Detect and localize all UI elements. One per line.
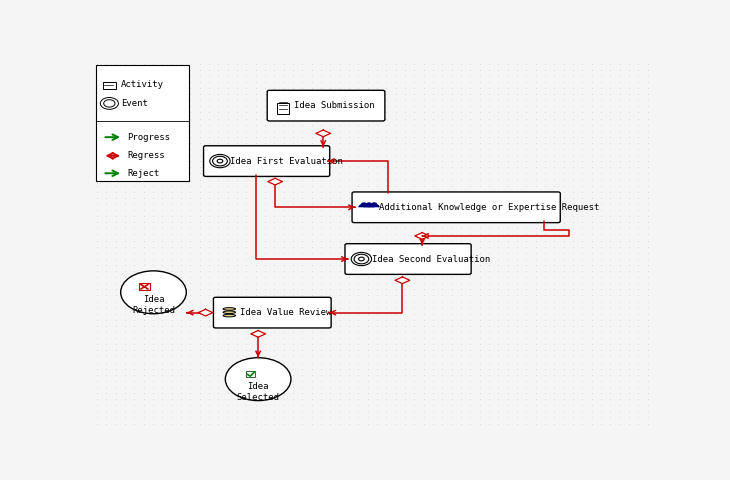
Text: Additional Knowledge or Expertise Request: Additional Knowledge or Expertise Reques… (379, 203, 599, 212)
Text: Regress: Regress (128, 151, 165, 160)
Circle shape (210, 155, 230, 168)
Wedge shape (369, 204, 380, 207)
Polygon shape (268, 178, 283, 185)
Polygon shape (251, 331, 266, 337)
Wedge shape (358, 204, 369, 207)
Circle shape (104, 100, 115, 107)
FancyBboxPatch shape (267, 90, 385, 121)
Text: Idea Submission: Idea Submission (293, 101, 374, 110)
Circle shape (366, 202, 372, 206)
Text: Progress: Progress (128, 132, 171, 142)
FancyBboxPatch shape (213, 297, 331, 328)
Text: Idea Value Review: Idea Value Review (240, 308, 331, 317)
Polygon shape (415, 233, 429, 239)
Text: Idea
Rejected: Idea Rejected (132, 295, 175, 315)
Circle shape (371, 202, 377, 206)
Circle shape (354, 254, 369, 264)
Circle shape (217, 159, 223, 163)
Circle shape (361, 202, 367, 206)
Circle shape (120, 271, 186, 314)
Wedge shape (364, 204, 374, 207)
Polygon shape (316, 130, 331, 137)
FancyBboxPatch shape (352, 192, 560, 223)
Bar (139, 283, 150, 290)
Polygon shape (395, 277, 410, 284)
Ellipse shape (223, 311, 236, 313)
Bar (246, 371, 256, 377)
Bar (277, 103, 289, 114)
Polygon shape (198, 309, 213, 316)
Text: Idea
Selected: Idea Selected (237, 382, 280, 401)
Circle shape (226, 358, 291, 401)
FancyBboxPatch shape (204, 146, 330, 177)
Circle shape (212, 156, 227, 166)
Text: Idea Second Evaluation: Idea Second Evaluation (372, 254, 490, 264)
Ellipse shape (223, 308, 236, 310)
Text: Activity: Activity (120, 80, 164, 89)
Ellipse shape (223, 314, 236, 317)
Bar (102, 83, 116, 89)
Text: Event: Event (120, 99, 147, 108)
Bar (96, 65, 189, 181)
Text: Idea First Evaluation: Idea First Evaluation (230, 156, 343, 166)
Circle shape (358, 257, 364, 261)
Text: Reject: Reject (128, 169, 160, 178)
Circle shape (100, 97, 118, 109)
Circle shape (351, 252, 372, 266)
FancyBboxPatch shape (345, 244, 471, 275)
